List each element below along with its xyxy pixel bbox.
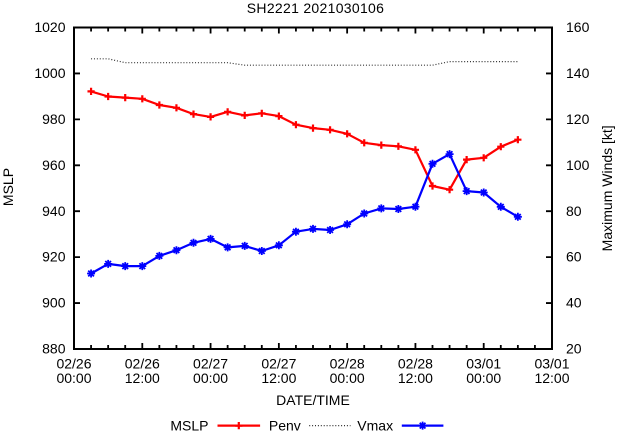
svg-text:20: 20 bbox=[566, 341, 582, 357]
svg-text:980: 980 bbox=[42, 111, 66, 127]
svg-text:120: 120 bbox=[566, 111, 590, 127]
svg-text:12:00: 12:00 bbox=[398, 370, 433, 386]
svg-text:00:00: 00:00 bbox=[56, 370, 91, 386]
svg-text:02/26: 02/26 bbox=[125, 355, 160, 371]
svg-text:140: 140 bbox=[566, 65, 590, 81]
svg-text:00:00: 00:00 bbox=[330, 370, 365, 386]
svg-text:02/28: 02/28 bbox=[398, 355, 433, 371]
svg-text:MSLP: MSLP bbox=[0, 168, 16, 206]
svg-text:DATE/TIME: DATE/TIME bbox=[276, 392, 350, 408]
svg-text:940: 940 bbox=[42, 203, 66, 219]
svg-text:12:00: 12:00 bbox=[261, 370, 296, 386]
svg-text:00:00: 00:00 bbox=[193, 370, 228, 386]
svg-text:1020: 1020 bbox=[34, 19, 65, 35]
svg-text:SH2221 2021030106: SH2221 2021030106 bbox=[247, 0, 384, 16]
svg-text:12:00: 12:00 bbox=[534, 370, 569, 386]
svg-text:02/27: 02/27 bbox=[261, 355, 296, 371]
svg-text:12:00: 12:00 bbox=[125, 370, 160, 386]
svg-text:880: 880 bbox=[42, 341, 66, 357]
svg-text:02/28: 02/28 bbox=[330, 355, 365, 371]
svg-text:Penv: Penv bbox=[269, 417, 301, 432]
svg-text:03/01: 03/01 bbox=[534, 355, 569, 371]
svg-text:02/27: 02/27 bbox=[193, 355, 228, 371]
svg-text:00:00: 00:00 bbox=[466, 370, 501, 386]
svg-text:1000: 1000 bbox=[34, 65, 65, 81]
svg-text:900: 900 bbox=[42, 295, 66, 311]
svg-text:80: 80 bbox=[566, 203, 582, 219]
svg-text:960: 960 bbox=[42, 157, 66, 173]
svg-text:MSLP: MSLP bbox=[170, 417, 208, 432]
svg-text:Maximum Winds [kt]: Maximum Winds [kt] bbox=[599, 125, 615, 251]
svg-text:160: 160 bbox=[566, 19, 590, 35]
svg-text:920: 920 bbox=[42, 249, 66, 265]
svg-text:100: 100 bbox=[566, 157, 590, 173]
svg-text:Vmax: Vmax bbox=[357, 417, 393, 432]
svg-text:02/26: 02/26 bbox=[56, 355, 91, 371]
svg-text:40: 40 bbox=[566, 295, 582, 311]
svg-text:03/01: 03/01 bbox=[466, 355, 501, 371]
svg-text:60: 60 bbox=[566, 249, 582, 265]
